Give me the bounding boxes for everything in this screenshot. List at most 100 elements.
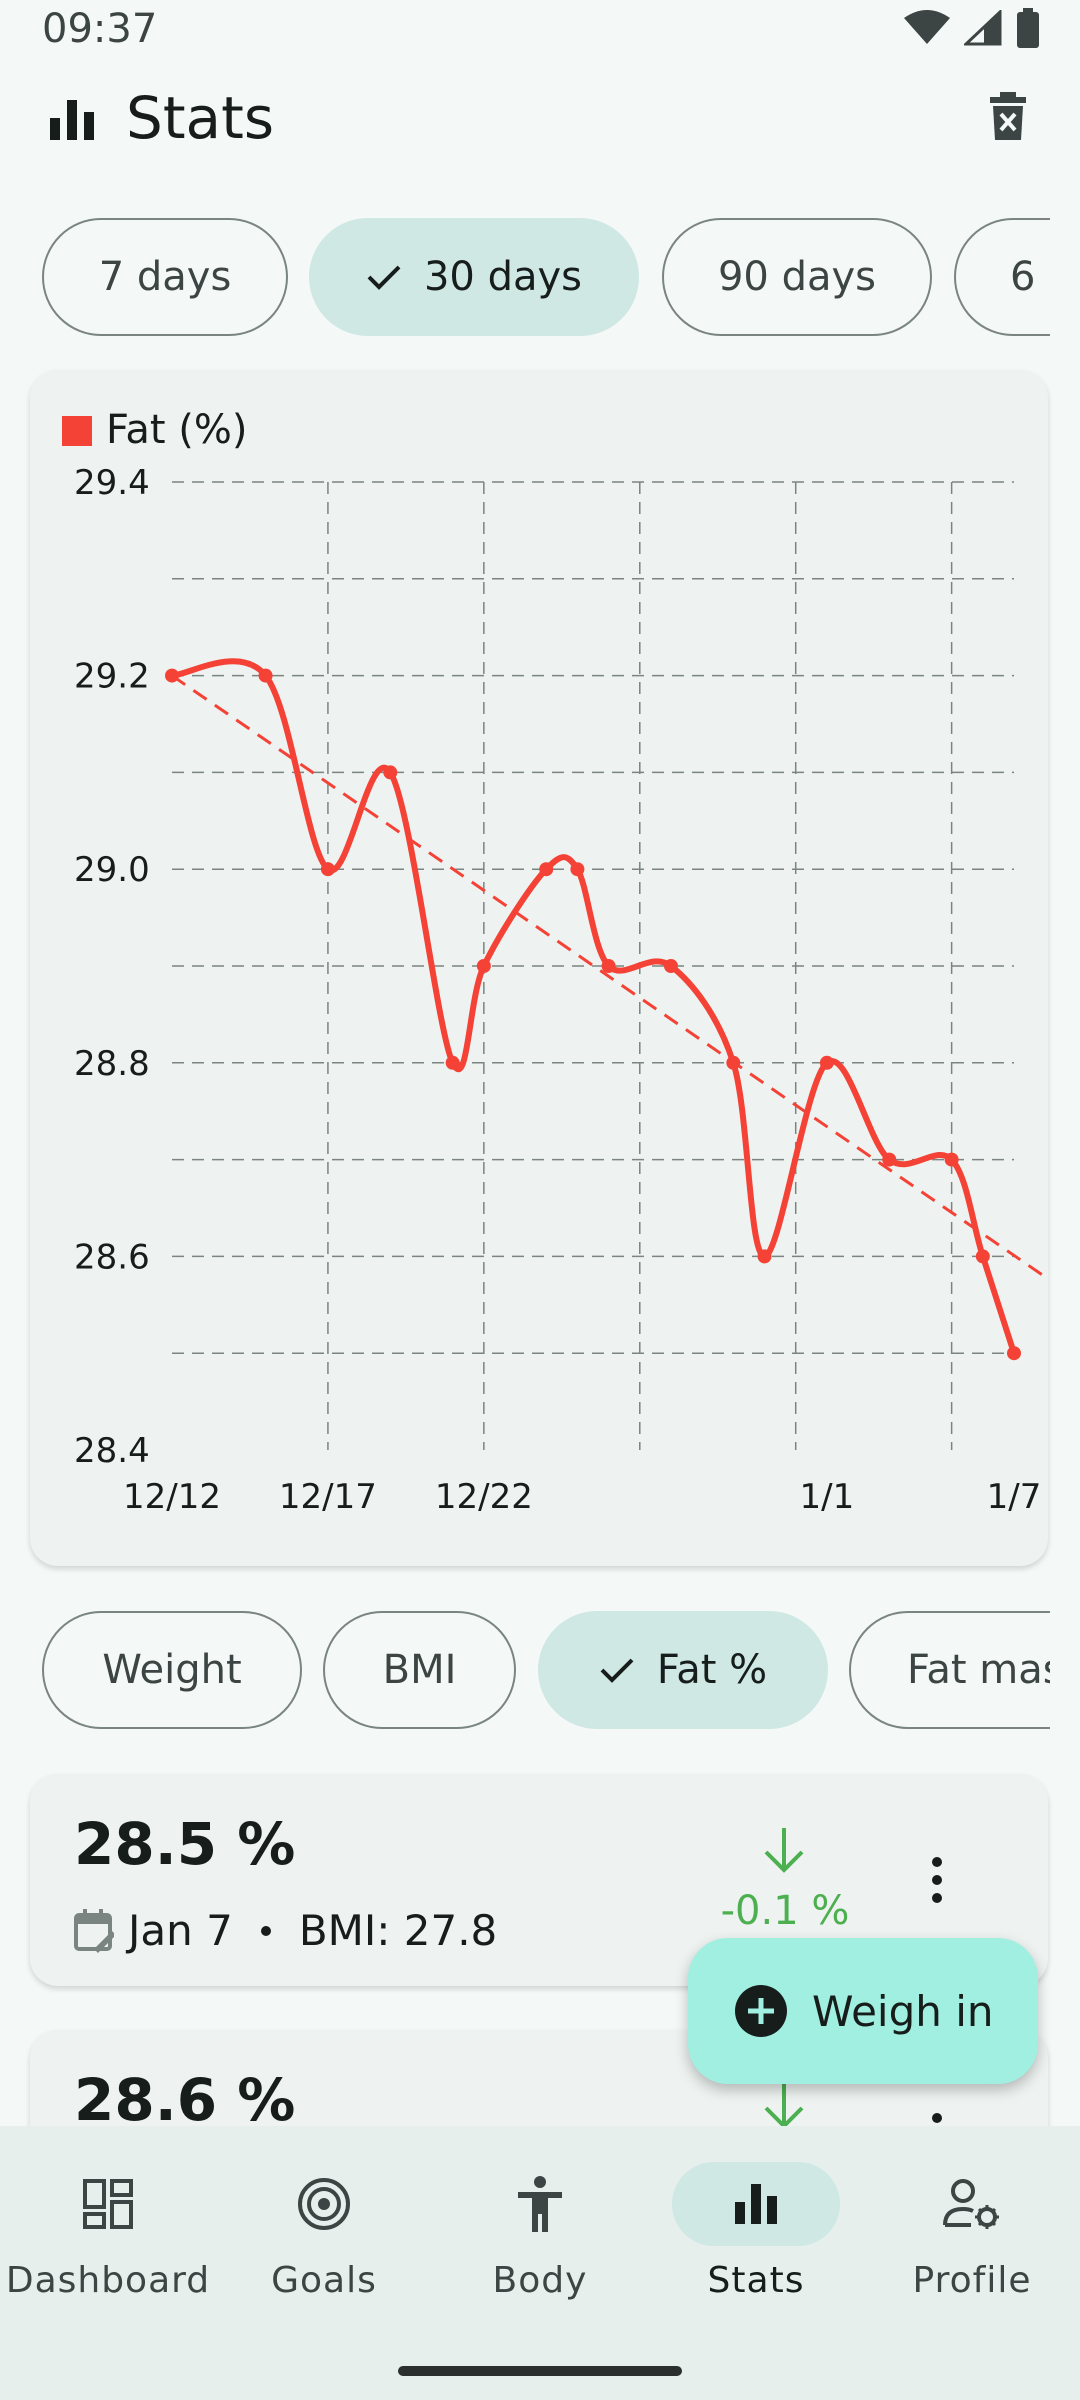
x-tick-label: 12/17 [279,1477,377,1517]
cellular-signal-icon [964,10,1002,46]
data-point [882,1152,897,1167]
separator-dot [260,1925,271,1936]
data-point [944,1152,959,1167]
bottom-navigation: Dashboard Goals Body Stats [0,2126,1080,2400]
data-point [975,1249,990,1264]
data-point [258,668,273,683]
nav-item-profile[interactable]: Profile [864,2162,1080,2301]
entry-value: 28.5 % [74,1810,296,1878]
metric-chip-row: Weight BMI Fat % Fat mas [0,1611,1050,1729]
range-chip-row: 7 days 30 days 90 days 6 [0,218,1050,336]
fab-label: Weigh in [812,1986,994,2036]
entry-date: Jan 7 [128,1906,233,1955]
data-point [476,959,491,973]
nav-icon-container [24,2162,192,2246]
chip-label: Weight [102,1647,242,1693]
data-point [320,862,335,877]
nav-label: Stats [707,2260,805,2301]
chip-label: 7 days [98,254,232,300]
dashboard-icon [83,2179,133,2229]
profile-settings-icon [943,2179,999,2229]
y-tick-label: 29.4 [74,463,150,503]
y-tick-label: 28.4 [74,1431,150,1471]
data-point [539,862,554,877]
entry-bmi: BMI: 27.8 [298,1906,498,1955]
x-tick-label: 12/22 [435,1477,533,1517]
chip-label: Fat mas [907,1647,1050,1693]
x-tick-label: 1/7 [987,1477,1042,1517]
page-title: Stats [126,84,275,152]
arrow-down-icon [764,2084,804,2129]
bar-chart-icon [50,100,94,140]
home-indicator [398,2366,682,2376]
battery-icon [1017,8,1039,48]
status-icons [904,8,1040,48]
chip-weight[interactable]: Weight [42,1611,302,1729]
nav-label: Dashboard [5,2260,211,2301]
status-time: 09:37 [42,6,158,52]
nav-icon-container [672,2162,840,2246]
calendar-edit-icon [74,1908,114,1953]
data-point [165,668,179,683]
nav-item-stats[interactable]: Stats [648,2162,864,2301]
weigh-in-fab[interactable]: Weigh in [688,1938,1038,2084]
chip-label: 90 days [717,254,877,300]
nav-icon-container [888,2162,1056,2246]
data-point [601,959,616,973]
chip-fat-percent[interactable]: Fat % [538,1611,828,1729]
data-point [819,1055,834,1070]
data-point [570,862,585,877]
nav-label: Goals [271,2260,377,2301]
chip-30-days[interactable]: 30 days [309,218,639,336]
target-icon [298,2178,350,2230]
chip-90-days[interactable]: 90 days [662,218,932,336]
nav-label: Body [492,2260,588,2301]
legend-label: Fat (%) [106,407,247,453]
nav-icon-container [240,2162,408,2246]
check-icon [367,265,401,290]
entry-delta: -0.1 % [720,1888,850,1934]
wifi-icon [904,10,950,44]
data-point [445,1055,460,1070]
add-circle-icon [735,1985,787,2037]
chip-label: 30 days [423,254,583,300]
legend-swatch [62,416,92,446]
chip-6-months[interactable]: 6 [954,218,1050,336]
delete-all-icon[interactable] [988,92,1028,140]
trend-line [171,674,1045,1278]
chip-label: 6 [1010,254,1036,300]
data-point [383,765,398,780]
x-tick-label: 1/1 [800,1477,855,1517]
y-tick-label: 29.0 [74,850,150,890]
nav-item-goals[interactable]: Goals [216,2162,432,2301]
app-bar: Stats [0,70,1080,170]
chip-label: BMI [382,1647,457,1693]
bar-chart-icon [735,2184,777,2224]
nav-item-body[interactable]: Body [432,2162,648,2301]
data-point [726,1055,741,1070]
check-icon [600,1658,634,1683]
y-tick-label: 28.6 [74,1237,150,1277]
body-icon [518,2176,562,2232]
x-tick-label: 12/12 [123,1477,221,1517]
chip-label: Fat % [656,1647,768,1693]
chip-fat-mass[interactable]: Fat mas [849,1611,1050,1729]
data-point [1007,1346,1021,1361]
series-line [171,658,1017,1355]
y-tick-label: 28.8 [74,1044,150,1084]
y-tick-label: 29.2 [74,657,150,697]
data-point [757,1249,772,1264]
chip-bmi[interactable]: BMI [323,1611,516,1729]
entry-value: 28.6 % [74,2066,296,2134]
chart-card: Fat (%) 29.4 29.2 29.0 28.8 28.6 28.4 12/12 12/1… [30,370,1048,1566]
nav-icon-container [456,2162,624,2246]
chip-7-days[interactable]: 7 days [42,218,288,336]
nav-item-dashboard[interactable]: Dashboard [0,2162,216,2301]
entry-meta: Jan 7 BMI: 27.8 [74,1906,497,1955]
more-vert-icon[interactable] [930,1856,944,1904]
data-point [663,959,678,973]
arrow-down-icon [764,1828,804,1873]
fat-percent-chart[interactable]: Fat (%) 29.4 29.2 29.0 28.8 28.6 28.4 12/12 12/1… [30,370,1048,1566]
nav-label: Profile [912,2260,1032,2301]
status-bar: 09:37 [0,0,1080,60]
